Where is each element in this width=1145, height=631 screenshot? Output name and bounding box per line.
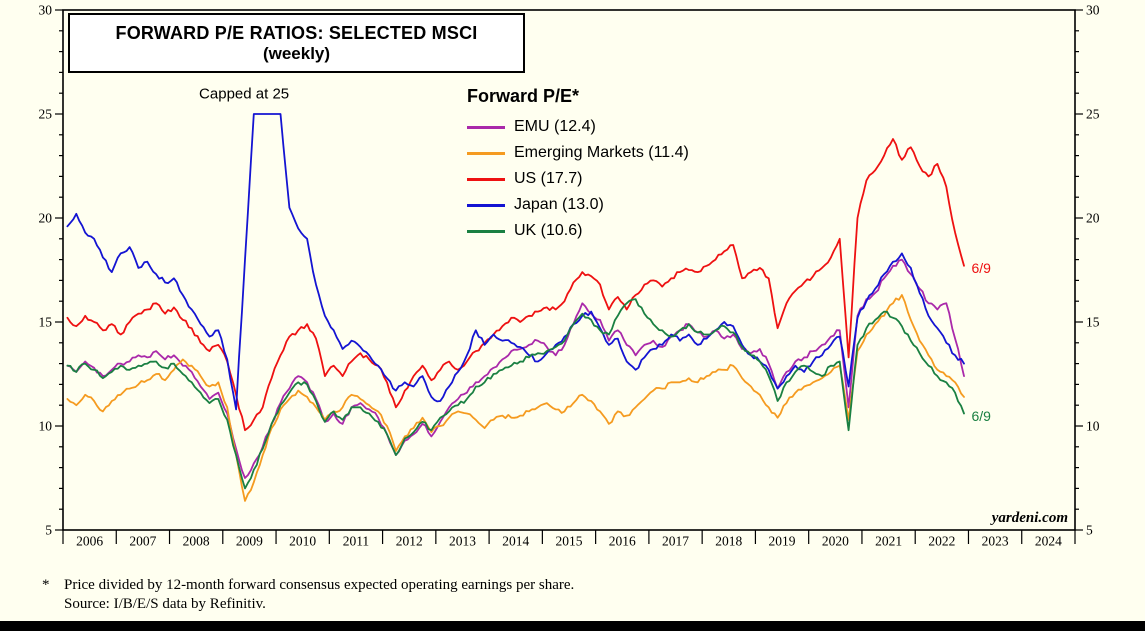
legend-swatch: [467, 203, 505, 207]
x-year-label: 2017: [662, 534, 689, 549]
legend-entry: Emerging Markets (11.4): [467, 140, 689, 166]
legend-swatch: [467, 177, 505, 181]
legend-label: Japan (13.0): [514, 196, 604, 213]
y-axis-label-right: 15: [1086, 315, 1100, 330]
plot-border: [62, 9, 1076, 531]
y-axis-label-left: 10: [39, 419, 53, 434]
y-axis-label-left: 30: [39, 3, 53, 18]
chart-legend: Forward P/E* EMU (12.4) Emerging Markets …: [467, 86, 689, 244]
x-year-label: 2008: [183, 534, 210, 549]
legend-entry: UK (10.6): [467, 218, 689, 244]
y-axis-label-left: 20: [39, 211, 53, 226]
x-year-label: 2014: [502, 534, 529, 549]
x-year-label: 2010: [289, 534, 316, 549]
legend-entry: Japan (13.0): [467, 192, 689, 218]
y-axis-label-left: 25: [39, 107, 53, 122]
x-year-label: 2022: [928, 534, 955, 549]
y-axis-label-left: 5: [45, 523, 52, 538]
capped-annotation: Capped at 25: [199, 85, 290, 103]
y-axis-label-right: 10: [1086, 419, 1100, 434]
series-line-emu: [66, 258, 965, 479]
x-year-label: 2006: [76, 534, 103, 549]
x-year-label: 2023: [982, 534, 1009, 549]
legend-entry: US (17.7): [467, 166, 689, 192]
legend-label: EMU (12.4): [514, 118, 596, 135]
legend-swatch: [467, 125, 505, 129]
x-year-label: 2013: [449, 534, 476, 549]
end-label-0: 6/9: [971, 259, 991, 276]
chart-subtitle: (weekly): [262, 43, 331, 63]
x-year-label: 2024: [1035, 534, 1062, 549]
y-axis-label-right: 5: [1086, 523, 1093, 538]
footnote-source: Source: I/B/E/S data by Refinitiv.: [64, 595, 266, 612]
x-year-label: 2009: [236, 534, 263, 549]
legend-header: Forward P/E*: [467, 86, 580, 106]
footnote-text: Price divided by 12-month forward consen…: [64, 577, 575, 593]
y-axis-label-right: 20: [1086, 211, 1100, 226]
chart-title-box: FORWARD P/E RATIOS: SELECTED MSCI (weekl…: [68, 13, 525, 73]
series-line-us: [66, 138, 965, 432]
legend-swatch: [467, 229, 505, 233]
x-year-label: 2016: [609, 534, 636, 549]
x-year-label: 2020: [822, 534, 849, 549]
legend-label: Emerging Markets (11.4): [514, 144, 689, 161]
footnote-asterisk: *: [42, 577, 50, 593]
watermark: yardeni.com: [991, 510, 1068, 526]
footnote-line-1: * Price divided by 12-month forward cons…: [42, 576, 574, 595]
chart-title: FORWARD P/E RATIOS: SELECTED MSCI: [115, 22, 478, 43]
y-axis-label-left: 15: [39, 315, 53, 330]
footnote: * Price divided by 12-month forward cons…: [42, 576, 574, 614]
legend-entry: EMU (12.4): [467, 114, 689, 140]
y-axis-label-right: 25: [1086, 107, 1100, 122]
bottom-bar: [0, 621, 1145, 631]
series-line-uk: [66, 298, 965, 490]
legend-label: UK (10.6): [514, 222, 583, 239]
x-year-label: 2011: [343, 534, 370, 549]
legend-entries: EMU (12.4) Emerging Markets (11.4) US (17.…: [467, 114, 689, 244]
series-line-emerging-markets: [66, 294, 965, 502]
x-year-label: 2021: [875, 534, 902, 549]
legend-label: US (17.7): [514, 170, 583, 187]
x-year-label: 2012: [396, 534, 423, 549]
legend-swatch: [467, 151, 505, 155]
x-year-label: 2018: [715, 534, 742, 549]
y-axis-label-right: 30: [1086, 3, 1100, 18]
x-year-label: 2019: [769, 534, 796, 549]
x-year-label: 2007: [129, 534, 156, 549]
x-year-label: 2015: [556, 534, 583, 549]
series-line-japan: [66, 113, 965, 411]
end-label-1: 6/9: [971, 407, 991, 424]
